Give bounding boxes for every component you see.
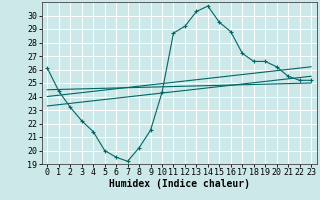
X-axis label: Humidex (Indice chaleur): Humidex (Indice chaleur) bbox=[109, 179, 250, 189]
